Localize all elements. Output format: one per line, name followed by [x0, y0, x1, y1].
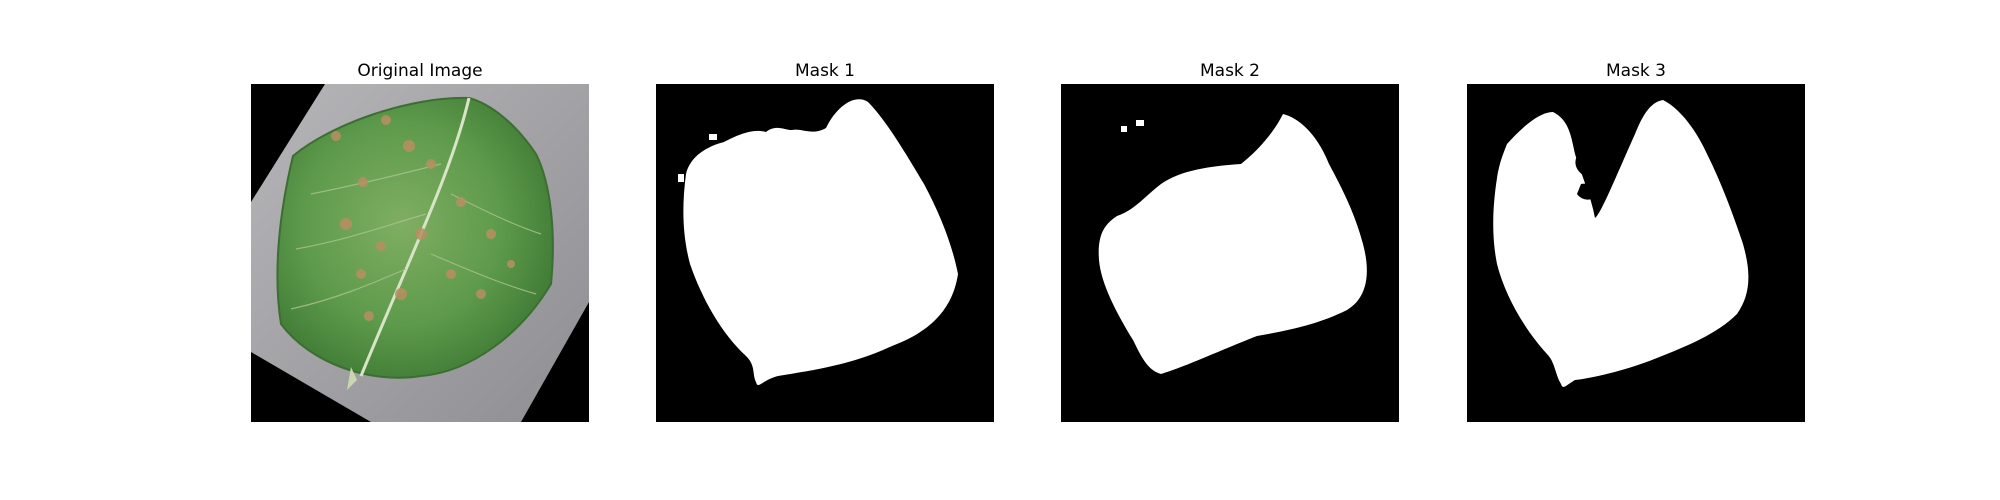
- mask-speck: [1136, 120, 1144, 126]
- mask-region: [1493, 100, 1749, 387]
- leaf-veins: [290, 163, 542, 310]
- mask-speck: [678, 174, 684, 182]
- mask-hole: [1577, 183, 1596, 200]
- leaf-midrib: [359, 97, 471, 377]
- mask-1-image: [656, 84, 994, 422]
- mask-speck: [709, 134, 717, 140]
- mask-hole: [1575, 154, 1606, 178]
- original-leaf-image: [251, 84, 589, 422]
- mask-speck: [1121, 126, 1127, 132]
- mask-region: [683, 99, 958, 386]
- mask-3-image: [1467, 84, 1805, 422]
- panel-mask-1: Mask 1: [656, 57, 994, 455]
- panel-mask-2: Mask 2: [1061, 57, 1399, 455]
- mask-2-image: [1061, 84, 1399, 422]
- panel-mask-3: Mask 3: [1467, 57, 1805, 455]
- panel-original-image: Original Image: [251, 57, 589, 455]
- panel-title: Mask 3: [1605, 61, 1666, 81]
- mask-region: [1098, 114, 1367, 374]
- panel-title: Original Image: [357, 61, 483, 81]
- panel-title: Mask 1: [794, 61, 855, 81]
- leaf-stem: [347, 367, 357, 390]
- mask-speck: [796, 132, 802, 138]
- leaf: [276, 96, 554, 379]
- leaf-spots: [331, 115, 515, 321]
- panel-title: Mask 2: [1199, 61, 1260, 81]
